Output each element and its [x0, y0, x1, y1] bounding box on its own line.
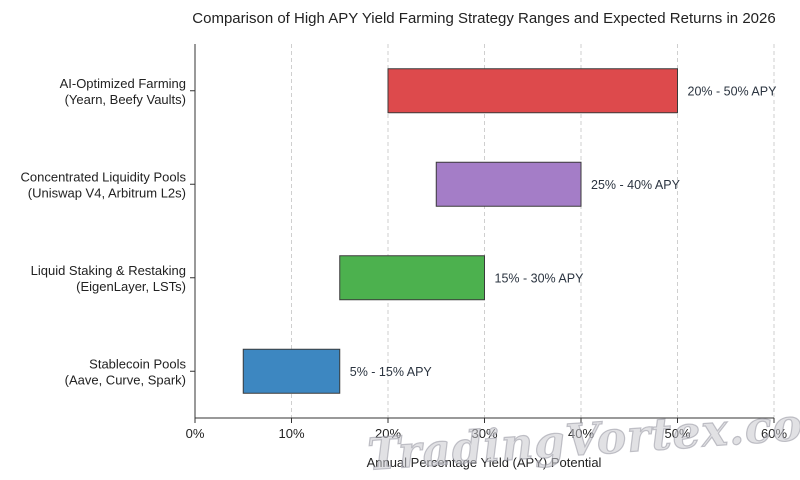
- bars: 20% - 50% APY 25% - 40% APY 15% - 30% APY 5…: [242, 68, 778, 394]
- category-label-line1: Liquid Staking & Restaking: [31, 263, 186, 278]
- category-label-line2: (Yearn, Beefy Vaults): [65, 92, 186, 107]
- category-label-line1: Stablecoin Pools: [89, 356, 186, 371]
- bar-data-label: 15% - 30% APY: [495, 271, 585, 285]
- x-tick-labels: 0% 10% 20% 30% 40% 50% 60%: [186, 426, 788, 441]
- chart-title: Comparison of High APY Yield Farming Str…: [192, 10, 775, 27]
- x-tick-label: 0%: [186, 426, 205, 441]
- x-tick-label: 30%: [471, 426, 497, 441]
- bar-range: [339, 255, 485, 301]
- bar-range: [242, 348, 341, 394]
- bar-range: [387, 68, 678, 114]
- x-tick-label: 60%: [761, 426, 787, 441]
- bar-data-label: 20% - 50% APY: [688, 84, 778, 98]
- axes: [190, 44, 775, 423]
- category-label-line2: (EigenLayer, LSTs): [76, 279, 186, 294]
- category-labels: AI-Optimized Farming(Yearn, Beefy Vaults…: [21, 76, 187, 388]
- x-tick-label: 40%: [568, 426, 594, 441]
- x-tick-label: 50%: [664, 426, 690, 441]
- x-axis-label: Annual Percentage Yield (APY) Potential: [367, 455, 602, 470]
- category-label-line2: (Aave, Curve, Spark): [65, 372, 186, 387]
- category-label-line1: AI-Optimized Farming: [60, 76, 186, 91]
- bar-data-label: 25% - 40% APY: [591, 178, 681, 192]
- x-tick-label: 10%: [278, 426, 304, 441]
- bar-range: [435, 161, 582, 207]
- x-tick-label: 20%: [375, 426, 401, 441]
- bar-data-label: 5% - 15% APY: [350, 365, 433, 379]
- category-label-line1: Concentrated Liquidity Pools: [21, 169, 187, 184]
- category-label-line2: (Uniswap V4, Arbitrum L2s): [28, 185, 186, 200]
